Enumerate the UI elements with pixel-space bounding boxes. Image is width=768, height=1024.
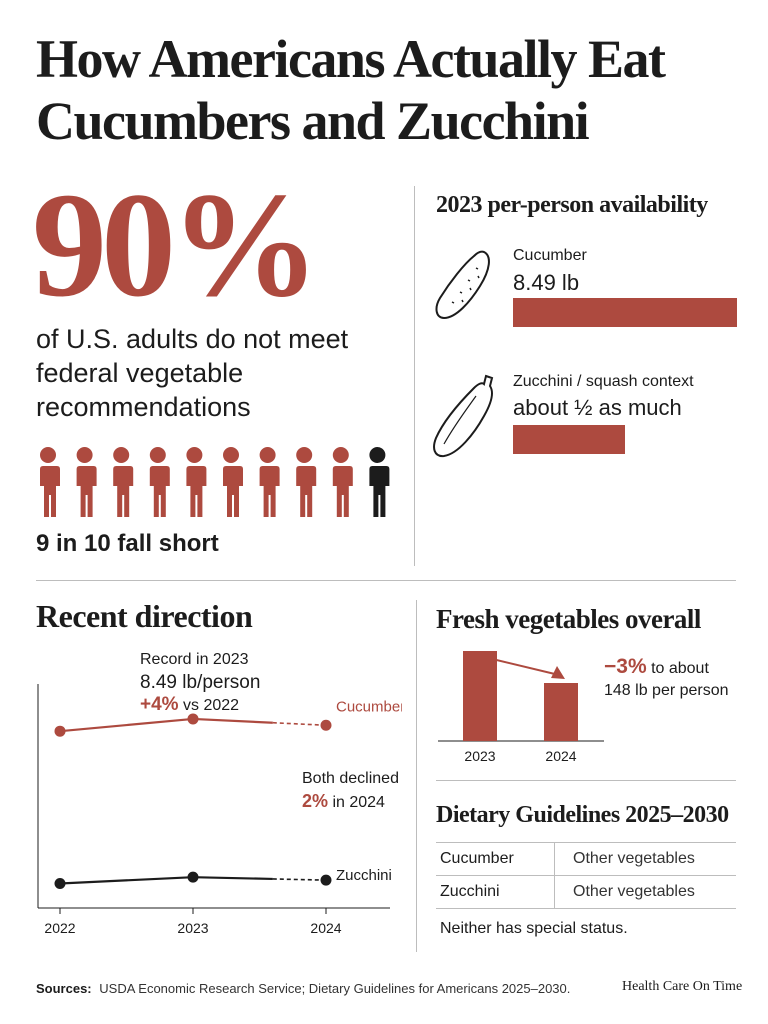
series-point-zucchini (187, 871, 199, 883)
both-pct: 2% (302, 791, 329, 811)
table-cell-group: Other vegetables (554, 842, 736, 876)
brand-logo: Health Care On Time (622, 979, 743, 994)
person-icon (368, 447, 390, 517)
divider-horizontal (36, 580, 736, 581)
divider-horizontal-right (436, 780, 736, 781)
line-chart: 2022 2023 2024 Cucumber Zucchini (37, 684, 402, 936)
fresh-change: −3% (604, 655, 647, 678)
zucchini-icon (433, 374, 494, 458)
hero-caption: 9 in 10 fall short (36, 530, 219, 557)
record-change-suffix: vs 2022 (178, 697, 240, 714)
table-cell-name: Cucumber (436, 842, 555, 876)
series-line-cucumber (59, 717, 194, 733)
series-point-cucumber (187, 713, 199, 725)
series-label-cucumber: Cucumber (336, 698, 402, 715)
series-point-zucchini (54, 877, 66, 889)
sources: Sources: USDA Economic Research Service;… (36, 981, 570, 996)
availability-bar-cucumber (513, 298, 737, 327)
series-point-zucchini (320, 874, 332, 886)
person-icon (185, 447, 207, 517)
person-icon (75, 447, 97, 517)
both-line: Both declined (302, 770, 399, 787)
person-icon (258, 447, 280, 517)
series-line-cucumber (192, 717, 273, 724)
x-tick-label: 2024 (545, 748, 576, 764)
fresh-change-text: −3% to about (604, 655, 709, 679)
fresh-bar-chart: 2023 2024 (438, 651, 604, 764)
guidelines-note: Neither has special status. (440, 920, 628, 937)
table-row: Zucchini Other vegetables (436, 875, 736, 909)
fresh-amount: 148 lb per person (604, 682, 729, 699)
divider-vertical-bottom (416, 600, 417, 952)
record-line1: Record in 2023 (140, 651, 249, 668)
table-row: Cucumber Other vegetables (436, 842, 736, 876)
hero-percent: 90% (32, 162, 320, 328)
guidelines-table: Cucumber Other vegetables Zucchini Other… (436, 842, 736, 909)
table-cell-group: Other vegetables (554, 875, 736, 909)
person-icon (222, 447, 243, 517)
hero-statement: of U.S. adults do not meet federal veget… (36, 324, 349, 422)
availability-label-cucumber: Cucumber (513, 247, 587, 264)
x-tick-label: 2024 (310, 920, 341, 936)
availability-value-zucchini: about ½ as much (513, 395, 682, 420)
series-point-cucumber (54, 725, 66, 737)
sources-label: Sources: (36, 981, 92, 996)
trend-arrow (483, 656, 560, 676)
sources-text: USDA Economic Research Service; Dietary … (99, 981, 571, 996)
person-icon (295, 447, 317, 517)
fresh-change-suffix: to about (646, 660, 709, 677)
person-icon (148, 447, 170, 517)
series-line-zucchini (59, 876, 194, 885)
person-icon (39, 447, 60, 517)
person-icon (331, 447, 353, 517)
x-tick-label: 2023 (177, 920, 208, 936)
guidelines-heading: Dietary Guidelines 2025–2030 (436, 802, 729, 828)
x-tick-label: 2023 (464, 748, 495, 764)
arrow-head (551, 666, 565, 679)
direction-heading: Recent direction (36, 598, 253, 634)
availability-label-zucchini: Zucchini / squash context (513, 373, 694, 390)
cucumber-icon (435, 250, 490, 320)
people-pictogram (39, 447, 390, 517)
availability-bar-zucchini (513, 425, 625, 454)
fresh-heading: Fresh vegetables overall (436, 604, 701, 634)
divider-vertical-top (414, 186, 415, 566)
series-line-dashed-cucumber (272, 721, 327, 727)
series-line-dashed-zucchini (272, 878, 327, 881)
series-point-cucumber (320, 719, 332, 731)
both-text: 2% in 2024 (302, 791, 385, 812)
page-title: How Americans Actually Eat Cucumbers and… (36, 29, 666, 151)
record-change-text: +4% vs 2022 (140, 694, 239, 716)
record-line2: 8.49 lb/person (140, 672, 261, 693)
series-line-zucchini (192, 876, 273, 881)
table-cell-name: Zucchini (436, 875, 555, 909)
x-tick-label: 2022 (44, 920, 75, 936)
series-label-zucchini: Zucchini (336, 867, 392, 884)
record-change: +4% (140, 694, 179, 715)
availability-heading: 2023 per-person availability (436, 192, 708, 218)
person-icon (112, 447, 134, 517)
bar-2024 (544, 683, 578, 741)
bar-2023 (463, 651, 497, 741)
availability-value-cucumber: 8.49 lb (513, 270, 580, 295)
both-suffix: in 2024 (328, 794, 385, 811)
